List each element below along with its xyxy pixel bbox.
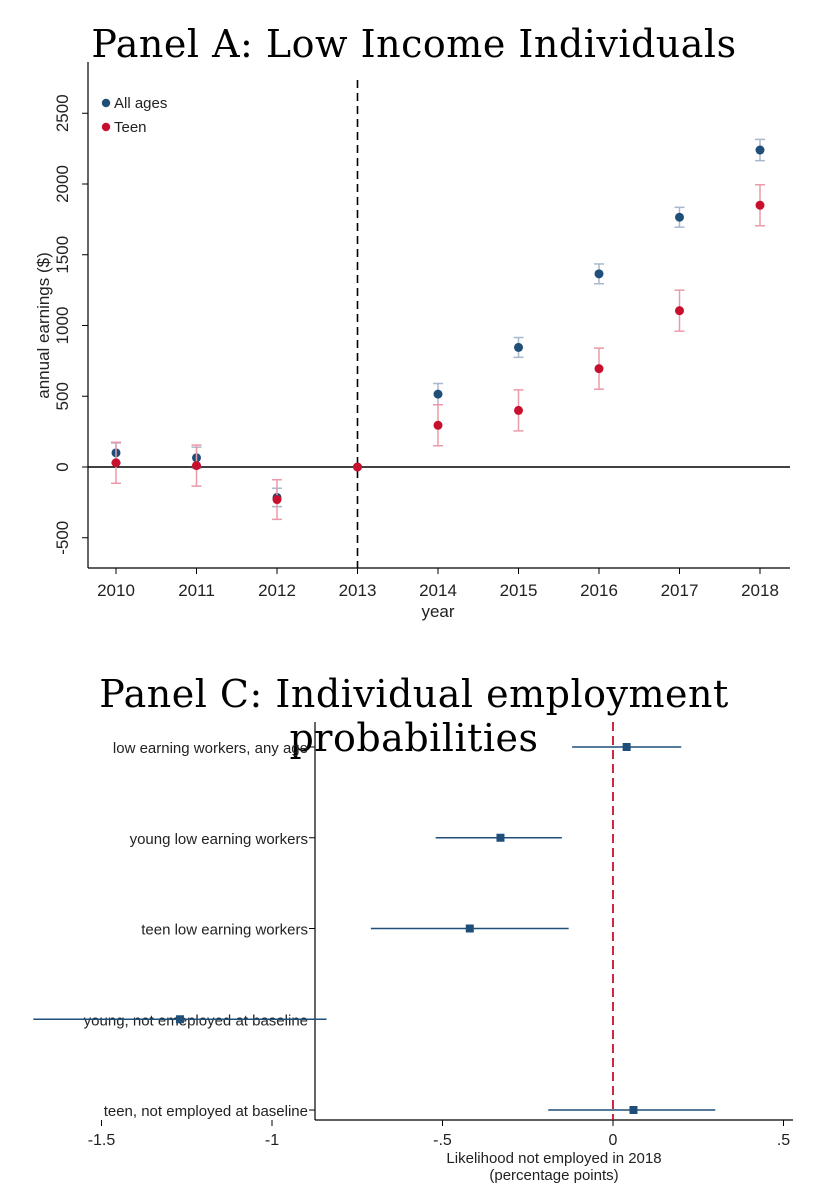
data-point <box>629 1106 638 1114</box>
x-tick-label: 2013 <box>339 581 377 600</box>
x-axis-title: year <box>421 602 454 621</box>
panel-c-chart: low earning workers, any age young low ea… <box>33 722 793 1184</box>
data-point-teen <box>192 461 201 471</box>
x-tick-label: 2017 <box>661 581 699 600</box>
x-tick-label: 2014 <box>419 581 457 600</box>
category-label: teen low earning workers <box>141 922 308 939</box>
legend-label-teen: Teen <box>114 119 147 136</box>
data-point-all-ages <box>755 145 765 155</box>
x-tick-label: 2011 <box>178 581 215 600</box>
x-tick-label: 2015 <box>500 581 538 600</box>
data-point-teen <box>433 420 443 430</box>
data-point-all-ages <box>675 212 684 222</box>
data-point-all-ages <box>433 389 443 399</box>
panel-c-title: Panel C: Individual employment probabili… <box>99 672 729 760</box>
data-point <box>496 833 505 842</box>
x-tick-label: .5 <box>777 1132 790 1149</box>
category-label: low earning workers, any age <box>113 740 308 757</box>
x-tick-label: 2012 <box>258 581 296 600</box>
x-tick-label: 0 <box>609 1132 618 1149</box>
data-point-all-ages <box>514 342 523 352</box>
y-tick-label: 1500 <box>53 236 72 274</box>
category-label: young, not emeployed at baseline <box>84 1012 308 1029</box>
x-tick-label: 2010 <box>97 581 135 600</box>
legend-marker-all-ages <box>101 98 111 108</box>
data-point-teen <box>755 200 765 210</box>
data-point <box>175 1015 184 1024</box>
data-point-all-ages <box>594 269 604 279</box>
data-point-teen <box>353 462 362 472</box>
y-tick-label: 2500 <box>53 94 72 132</box>
data-point-teen <box>675 306 684 316</box>
data-point-teen <box>111 458 121 468</box>
legend-marker-teen <box>101 122 111 132</box>
panel-a-chart: -500 0 500 1000 1500 2000 2500 2010 2011 2012 2013… <box>34 62 790 621</box>
data-point <box>622 743 631 751</box>
y-tick-label: 1000 <box>53 307 72 345</box>
y-tick-label: 2000 <box>53 165 72 203</box>
y-tick-label: -500 <box>53 521 72 555</box>
x-tick-label: 2018 <box>741 581 779 600</box>
x-tick-label: 2016 <box>580 581 618 600</box>
data-point-teen <box>594 364 604 374</box>
y-tick-label: 0 <box>53 462 72 471</box>
x-axis-title: Likelihood not employed in 2018 <box>446 1150 661 1167</box>
x-tick-label: -1 <box>265 1132 279 1149</box>
y-tick-label: 500 <box>53 382 72 410</box>
x-tick-label: -.5 <box>433 1132 452 1149</box>
x-axis-subtitle: (percentage points) <box>489 1167 618 1184</box>
category-label: young low earning workers <box>130 831 308 848</box>
legend-label-all-ages: All ages <box>114 95 167 112</box>
category-label: teen, not employed at baseline <box>104 1103 308 1120</box>
y-axis-title: annual earnings ($) <box>34 252 53 398</box>
data-point <box>465 924 474 933</box>
data-point-teen <box>514 405 523 415</box>
data-point-teen <box>272 495 282 505</box>
x-tick-label: -1.5 <box>88 1132 116 1149</box>
panel-a-title: Panel A: Low Income Individuals <box>91 22 737 66</box>
